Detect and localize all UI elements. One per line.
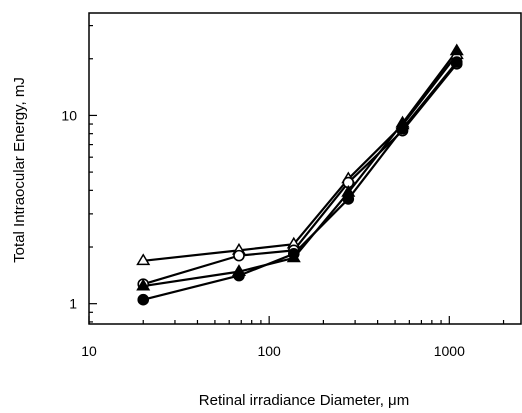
series-line xyxy=(143,50,458,288)
plot-frame xyxy=(88,12,522,325)
series-layer xyxy=(136,43,464,306)
x-axis-label: Retinal irradiance Diameter, μm xyxy=(199,392,409,409)
x-tick-label: 1000 xyxy=(434,343,465,359)
y-tick-label: 10 xyxy=(61,107,77,123)
x-tick-label: 100 xyxy=(257,343,281,359)
filled-circle-point xyxy=(287,248,300,260)
series-line xyxy=(142,61,458,301)
filled-triangle-point xyxy=(449,43,464,56)
open-triangle-point xyxy=(136,253,151,266)
series-line xyxy=(143,54,458,262)
filled-circle-point xyxy=(396,122,409,135)
filled-triangle-point xyxy=(136,278,151,291)
y-tick-label: 1 xyxy=(69,296,77,312)
open-circle-point xyxy=(233,249,245,262)
filled-circle-point xyxy=(137,293,150,306)
filled-circle-point xyxy=(342,193,355,205)
filled-circle-point xyxy=(450,56,463,68)
axes: 10 100 1000 1 10 xyxy=(61,12,522,359)
filled-circle-point xyxy=(233,269,245,282)
x-tick-label: 10 xyxy=(81,343,97,359)
series-line xyxy=(142,63,458,286)
y-axis-label: Total Intraocular Energy, mJ xyxy=(11,77,28,263)
